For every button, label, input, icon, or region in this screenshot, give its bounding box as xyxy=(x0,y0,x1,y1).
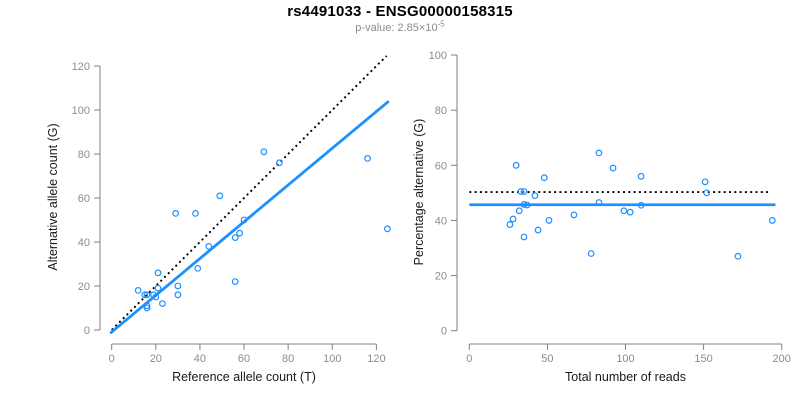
y-tick-label: 100 xyxy=(72,105,90,117)
percentage-vs-reads-panel: 0 50 100 150 200 0 20 40 60 80 100 Total number of … xyxy=(412,50,791,384)
data-point xyxy=(620,207,628,215)
data-point xyxy=(545,217,553,224)
data-point xyxy=(531,192,539,200)
data-point xyxy=(768,217,776,224)
x-tick-label: 80 xyxy=(282,353,294,365)
data-point xyxy=(192,209,199,217)
data-point xyxy=(174,282,182,290)
data-point xyxy=(152,293,160,301)
data-point xyxy=(570,211,578,219)
data-point xyxy=(523,201,531,209)
data-point xyxy=(595,199,603,206)
data-point xyxy=(534,226,542,234)
y-tick-label: 60 xyxy=(435,160,447,172)
data-point xyxy=(637,172,645,180)
data-point xyxy=(143,291,151,299)
p-value-text: p-value: 2.85×10 xyxy=(355,22,438,34)
data-point xyxy=(703,189,711,197)
data-point xyxy=(384,225,391,233)
x-axis-title: Reference allele count (T) xyxy=(172,370,316,384)
y-tick-label: 40 xyxy=(78,237,90,249)
x-tick-label: 0 xyxy=(466,353,472,365)
data-point xyxy=(626,208,634,216)
data-point xyxy=(154,284,162,292)
data-point xyxy=(231,278,239,286)
y-tick-label: 120 xyxy=(72,61,90,73)
y-tick-label: 0 xyxy=(441,326,447,338)
regression-line xyxy=(109,100,390,335)
data-point xyxy=(520,201,528,208)
allele-counts-panel: 0 20 40 60 80 100 120 0 20 40 60 80 100 120 Reference … xyxy=(46,55,391,384)
data-point xyxy=(134,287,142,294)
x-tick-label: 120 xyxy=(367,353,385,365)
data-point xyxy=(172,209,180,217)
data-point xyxy=(637,201,645,209)
data-point xyxy=(734,252,742,260)
data-point xyxy=(240,216,248,224)
p-value-subtitle: p-value: 2.85×10-5 xyxy=(0,19,800,34)
data-point xyxy=(520,188,528,195)
x-tick-label: 100 xyxy=(616,353,634,365)
x-tick-label: 50 xyxy=(541,353,553,365)
data-point xyxy=(236,229,244,237)
y-tick-label: 60 xyxy=(78,193,90,205)
x-axis-title: Total number of reads xyxy=(565,370,686,384)
y-tick-label: 100 xyxy=(429,50,447,62)
p-value-exponent: -5 xyxy=(437,19,445,29)
y-tick-label: 20 xyxy=(435,271,447,283)
x-tick-label: 100 xyxy=(323,353,341,365)
data-point xyxy=(260,148,268,156)
y-tick-label: 0 xyxy=(84,325,90,337)
y-tick-label: 40 xyxy=(435,215,447,227)
data-point xyxy=(540,174,548,182)
data-point xyxy=(174,291,182,299)
data-point xyxy=(154,269,162,277)
data-point xyxy=(364,154,371,162)
data-point xyxy=(517,188,525,195)
x-tick-label: 40 xyxy=(194,353,206,365)
data-point xyxy=(595,149,603,157)
figure-title: rs4491033 - ENSG00000158315 xyxy=(287,3,513,20)
data-point xyxy=(216,192,224,200)
data-point xyxy=(609,164,617,172)
x-tick-label: 20 xyxy=(150,353,162,365)
data-point xyxy=(509,215,517,223)
x-tick-label: 0 xyxy=(109,353,115,365)
y-tick-label: 20 xyxy=(78,281,90,293)
x-tick-label: 200 xyxy=(773,353,791,365)
data-point xyxy=(515,207,523,215)
data-point xyxy=(143,302,151,310)
data-point xyxy=(520,233,528,241)
data-point xyxy=(159,300,166,308)
data-point xyxy=(512,161,520,169)
identity-line xyxy=(111,55,388,331)
data-point xyxy=(141,291,149,299)
data-point xyxy=(275,159,283,167)
data-point xyxy=(231,234,239,242)
y-tick-label: 80 xyxy=(435,105,447,117)
x-tick-label: 60 xyxy=(238,353,250,365)
data-point xyxy=(143,304,151,312)
y-tick-label: 80 xyxy=(78,149,90,161)
x-tick-label: 150 xyxy=(694,353,712,365)
data-point xyxy=(587,250,595,257)
data-point xyxy=(205,242,213,250)
y-axis-title: Percentage alternative (G) xyxy=(412,119,426,266)
data-point xyxy=(506,221,514,228)
data-point xyxy=(194,265,202,272)
data-point xyxy=(701,178,709,186)
y-axis-title: Alternative allele count (G) xyxy=(46,123,60,270)
